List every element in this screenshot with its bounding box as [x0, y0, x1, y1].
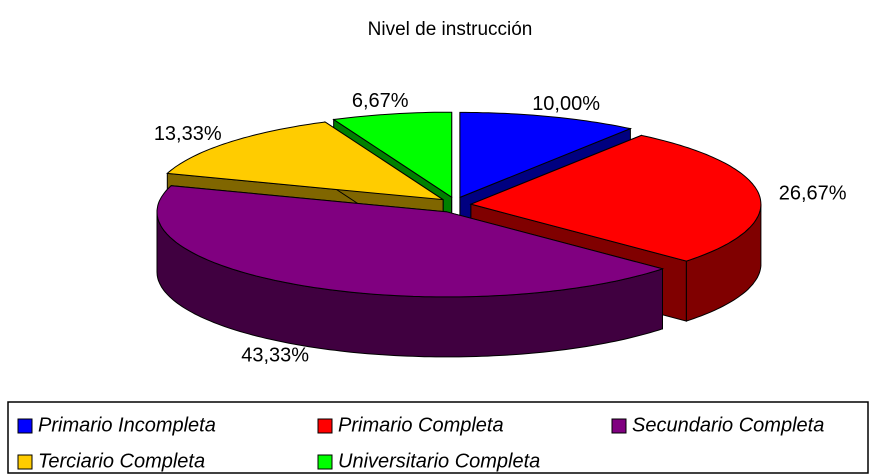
legend-label: Primario Completa	[338, 414, 504, 436]
data-label: 43,33%	[241, 345, 309, 367]
slice	[156, 185, 665, 298]
data-label: 10,00%	[532, 93, 600, 115]
legend-swatch	[17, 454, 33, 470]
legend-label: Universitario Completa	[338, 450, 540, 472]
slice	[332, 111, 453, 199]
legend-label: Terciario Completa	[38, 450, 205, 472]
data-label: 13,33%	[154, 123, 222, 145]
legend-swatch	[611, 418, 627, 434]
legend-label: Primario Incompleta	[38, 414, 216, 436]
legend-label: Secundario Completa	[632, 414, 824, 436]
slice	[469, 134, 762, 262]
data-label: 6,67%	[352, 90, 409, 112]
slice	[166, 121, 444, 201]
slice	[459, 111, 633, 199]
legend-swatch	[17, 418, 33, 434]
data-label: 26,67%	[779, 182, 847, 204]
legend-box	[7, 401, 869, 474]
chart-title: Nivel de instrucción	[368, 19, 533, 40]
legend-swatch	[317, 454, 333, 470]
legend-swatch	[317, 418, 333, 434]
